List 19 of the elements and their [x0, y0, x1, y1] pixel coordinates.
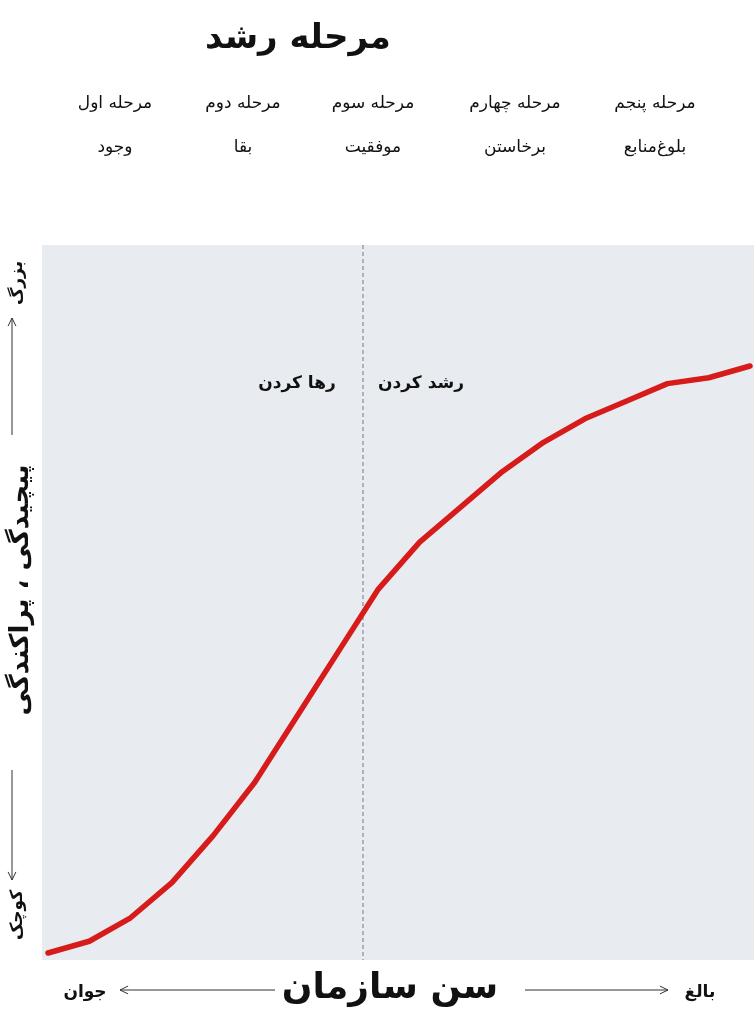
text: مرحله سوم: [331, 92, 415, 112]
text: مرحله اول: [77, 92, 153, 112]
text: بقا: [233, 136, 253, 156]
text: کوچک: [6, 889, 27, 941]
text: برخاستن: [483, 136, 547, 156]
chart-title: مرحله رشد: [205, 16, 391, 57]
text: موفقیت: [344, 136, 402, 156]
text: بلوغ‌منابع: [623, 136, 687, 157]
text: مرحله پنجم: [614, 92, 696, 113]
annotation: رها کردن: [258, 372, 336, 393]
text: جوان: [63, 981, 107, 1002]
text: مرحله دوم: [205, 92, 281, 112]
text: مرحله چهارم: [469, 92, 561, 113]
text: بالغ: [684, 981, 716, 1002]
text: وجود: [97, 136, 133, 156]
y-axis-title: پیچیدگی ، پراکندگی: [4, 464, 35, 716]
text: بزرگ: [6, 260, 27, 306]
x-axis-title: سن سازمان: [281, 965, 499, 1007]
annotation: رشد کردن: [378, 372, 464, 393]
